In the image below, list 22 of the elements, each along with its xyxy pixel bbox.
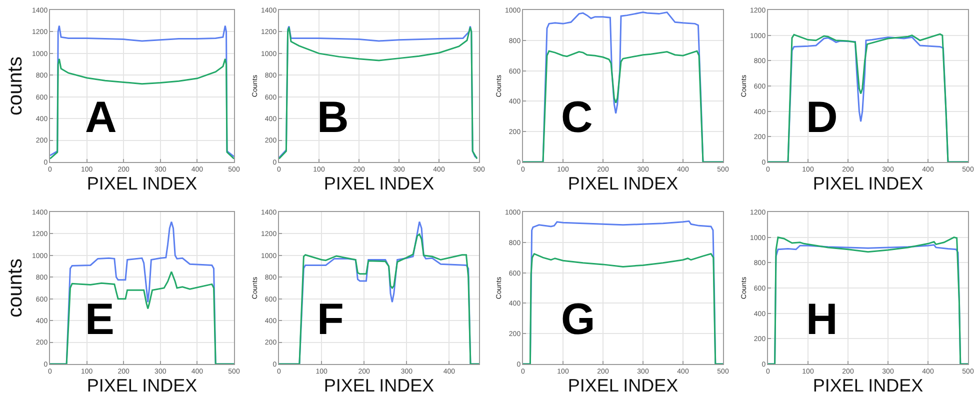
x-axis-title: PIXEL INDEX: [86, 174, 198, 194]
annotation: G: [561, 295, 596, 344]
annotation: A: [85, 93, 117, 142]
annotation: D: [806, 93, 838, 142]
line-series: [50, 58, 234, 160]
x-axis-title: PIXEL INDEX: [86, 376, 198, 396]
x-axis-title: PIXEL INDEX: [812, 376, 923, 396]
line-series: [50, 270, 234, 364]
x-axis-title: PIXEL INDEX: [568, 376, 678, 396]
line-series: [523, 50, 723, 162]
annotation: E: [85, 295, 114, 344]
annotation: C: [561, 93, 593, 142]
y-axis-title: counts: [4, 56, 27, 116]
y-axis-title: counts: [4, 258, 27, 318]
x-axis-title: PIXEL INDEX: [568, 174, 678, 194]
x-axis-title: PIXEL INDEX: [323, 174, 434, 194]
annotation: H: [806, 295, 838, 344]
x-axis-title: PIXEL INDEX: [812, 174, 923, 194]
annotation: B: [316, 93, 348, 142]
annotation: F: [316, 295, 344, 344]
line-series: [523, 253, 723, 364]
x-axis-title: PIXEL INDEX: [323, 376, 434, 396]
